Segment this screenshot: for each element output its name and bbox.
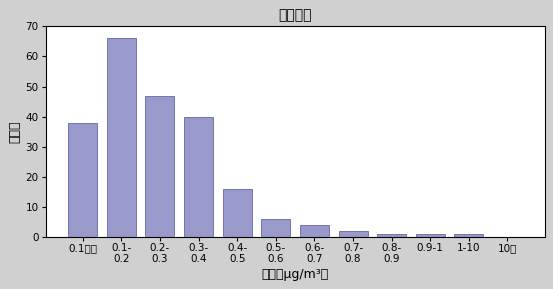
Bar	[338, 231, 368, 237]
Bar	[416, 234, 445, 237]
Bar	[455, 234, 483, 237]
Title: 一般環境: 一般環境	[278, 8, 312, 22]
Bar	[300, 225, 329, 237]
Bar	[107, 38, 136, 237]
Bar	[145, 96, 174, 237]
Bar	[377, 234, 406, 237]
Bar	[68, 123, 97, 237]
Bar	[184, 117, 213, 237]
Bar	[262, 219, 290, 237]
Y-axis label: 地点数: 地点数	[8, 121, 22, 143]
X-axis label: 濃度（μg/m³）: 濃度（μg/m³）	[262, 268, 328, 281]
Bar	[223, 189, 252, 237]
